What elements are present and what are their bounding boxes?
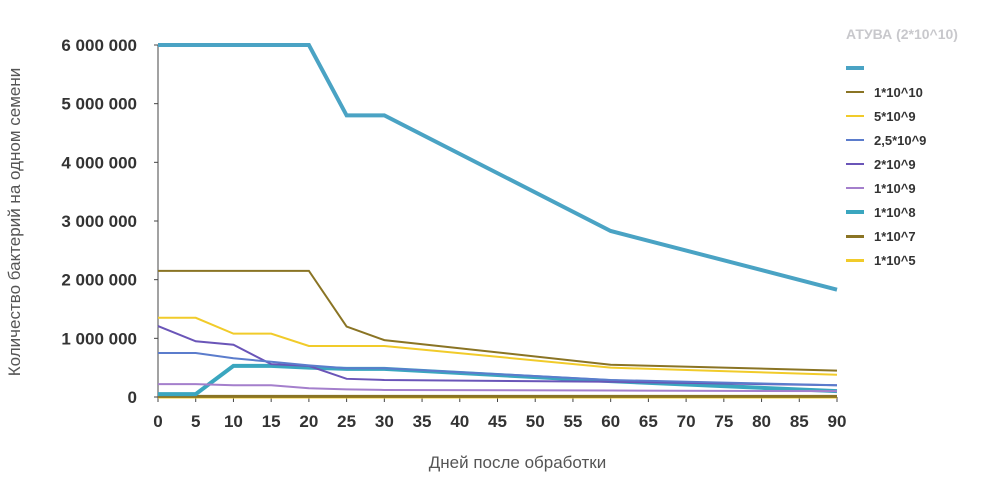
series-line — [158, 316, 838, 376]
x-tick-label: 80 — [752, 412, 771, 431]
x-tick-label: 55 — [563, 412, 582, 431]
legend-swatch — [846, 115, 864, 117]
series-line — [158, 43, 838, 292]
y-tick-label: 3 000 000 — [61, 212, 137, 231]
legend-item: 1*10^10 — [846, 80, 958, 104]
y-tick-label: 4 000 000 — [61, 153, 137, 172]
legend-item: 1*10^7 — [846, 224, 958, 248]
x-tick-label: 25 — [337, 412, 356, 431]
x-tick-label: 75 — [714, 412, 733, 431]
legend-label: 5*10^9 — [874, 108, 916, 124]
legend-label: 1*10^9 — [874, 180, 916, 196]
legend-item: 2*10^9 — [846, 152, 958, 176]
series-line — [158, 269, 838, 372]
legend-item: 1*10^8 — [846, 200, 958, 224]
x-tick-label: 40 — [450, 412, 469, 431]
legend-swatch — [846, 234, 864, 238]
y-tick-label: 0 — [128, 388, 137, 407]
y-tick-label: 1 000 000 — [61, 329, 137, 348]
legend-label: 2,5*10^9 — [874, 132, 927, 148]
x-tick-label: 50 — [526, 412, 545, 431]
legend-swatch — [846, 91, 864, 93]
legend-label: 1*10^10 — [874, 84, 923, 100]
x-tick-label: 85 — [790, 412, 809, 431]
legend: АТУВА (2*10^10) 1*10^10 5*10^9 2,5*10^9 2*1… — [846, 26, 958, 272]
series-line — [158, 383, 838, 393]
legend-title: АТУВА (2*10^10) — [846, 26, 958, 42]
legend-swatch — [846, 210, 864, 214]
x-tick-label: 70 — [677, 412, 696, 431]
x-tick-label: 10 — [224, 412, 243, 431]
legend-label: 1*10^7 — [874, 228, 916, 244]
series-line — [158, 352, 838, 387]
legend-swatch — [846, 258, 864, 262]
legend-item — [846, 56, 958, 80]
x-axis-label: Дней после обработки — [429, 453, 606, 472]
x-tick-label: 30 — [375, 412, 394, 431]
legend-item: 1*10^5 — [846, 248, 958, 272]
y-axis-label: Количество бактерий на одном семени — [5, 68, 24, 376]
legend-swatch — [846, 139, 864, 141]
x-tick-label: 90 — [828, 412, 847, 431]
legend-label: 1*10^8 — [874, 204, 916, 220]
x-tick-label: 15 — [262, 412, 281, 431]
legend-label: 2*10^9 — [874, 156, 916, 172]
y-tick-label: 6 000 000 — [61, 36, 137, 55]
x-tick-label: 35 — [413, 412, 432, 431]
legend-swatch — [846, 187, 864, 189]
x-tick-label: 0 — [153, 412, 162, 431]
legend-item: 5*10^9 — [846, 104, 958, 128]
y-tick-label: 5 000 000 — [61, 95, 137, 114]
legend-swatch — [846, 163, 864, 165]
x-tick-label: 5 — [191, 412, 200, 431]
y-tick-label: 2 000 000 — [61, 271, 137, 290]
x-tick-label: 60 — [601, 412, 620, 431]
x-tick-label: 65 — [639, 412, 658, 431]
x-tick-label: 20 — [299, 412, 318, 431]
legend-item: 1*10^9 — [846, 176, 958, 200]
x-tick-label: 45 — [488, 412, 507, 431]
legend-swatch — [846, 66, 864, 70]
legend-item: 2,5*10^9 — [846, 128, 958, 152]
legend-label: 1*10^5 — [874, 252, 916, 268]
